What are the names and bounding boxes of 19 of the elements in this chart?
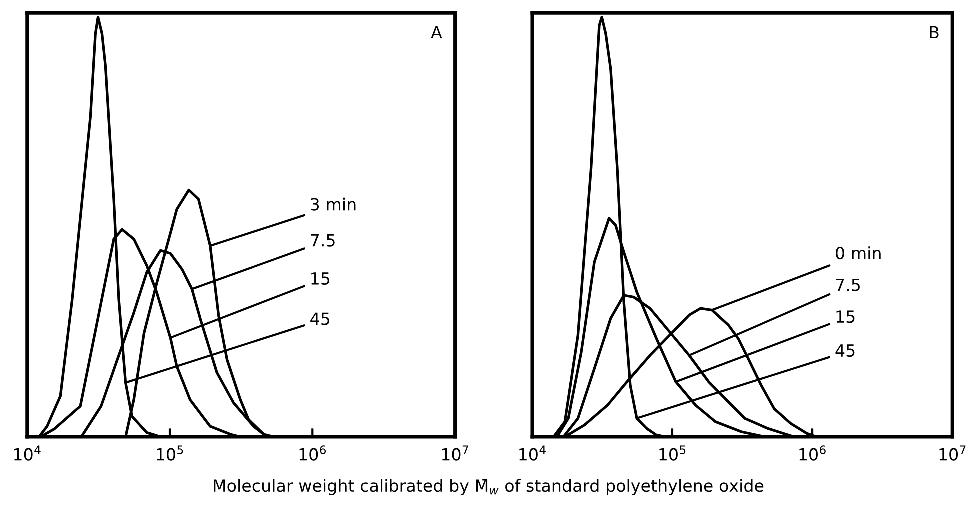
text: 7.5 xyxy=(311,234,335,247)
text: 0 min xyxy=(836,246,881,260)
x-tick-label: 10$^{7}$ xyxy=(442,446,468,461)
chart-title: A xyxy=(431,26,442,38)
x-tick-label: 10$^{4}$ xyxy=(14,446,41,461)
x-tick-label: 10$^{6}$ xyxy=(300,446,326,461)
text: 3 min xyxy=(311,198,356,211)
text: 15 xyxy=(312,272,330,286)
x-tick-label: 10$^{4}$ xyxy=(520,446,546,461)
x-axis-title: Molecular weight calibrated by M̄$_{w}$ of standard polyethylene oxide xyxy=(214,479,764,496)
chart-title: B xyxy=(930,26,939,38)
x-tick-label: 10$^{5}$ xyxy=(157,446,184,461)
x-tick-label: 10$^{5}$ xyxy=(660,446,686,461)
text: 45 xyxy=(836,344,855,358)
x-tick-label: 10$^{7}$ xyxy=(940,446,966,461)
text: 45 xyxy=(310,312,330,326)
text: 7.5 xyxy=(836,278,860,292)
x-tick-label: 10$^{6}$ xyxy=(800,446,826,461)
text: 15 xyxy=(836,310,855,324)
